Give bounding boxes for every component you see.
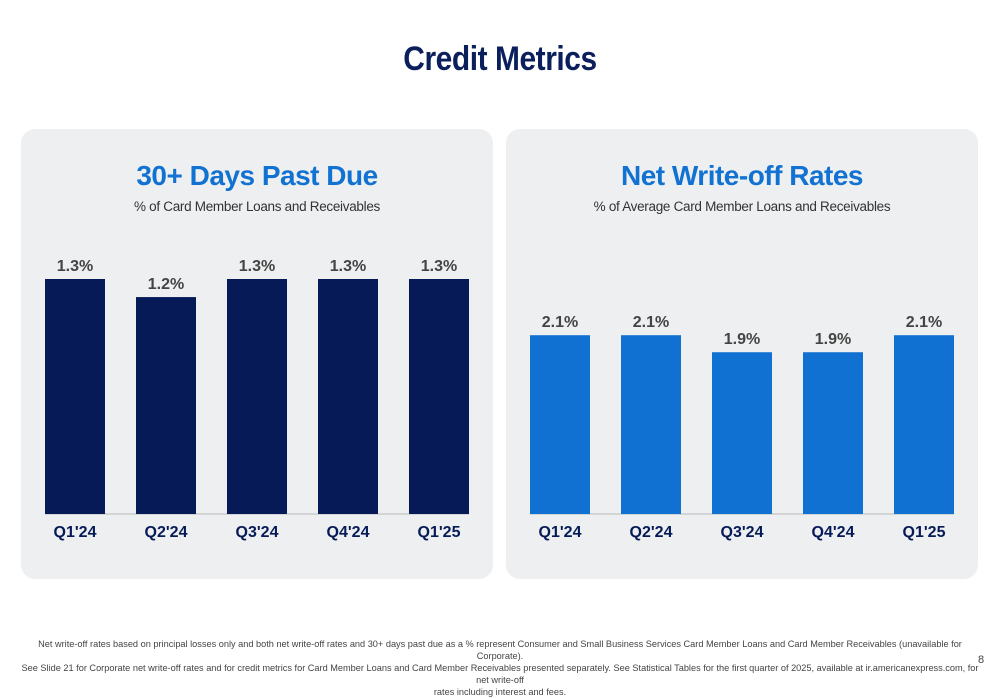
write-off-panel: Net Write-off Rates % of Average Card Me… xyxy=(506,129,978,579)
bar xyxy=(803,352,863,514)
data-label: 2.1% xyxy=(906,314,942,331)
past-due-chart: 1.3% Q1'24 1.2% Q2'24 1.3% Q3'24 1.3% Q4'24 1.3%… xyxy=(45,258,469,541)
bar xyxy=(409,279,469,514)
bar xyxy=(530,335,590,514)
x-tick-label: Q1'24 xyxy=(539,524,582,541)
panel-subtitle: % of Card Member Loans and Receivables xyxy=(134,199,380,214)
x-tick-label: Q4'24 xyxy=(327,524,370,541)
x-tick-label: Q2'24 xyxy=(630,524,673,541)
data-label: 1.3% xyxy=(330,258,366,275)
bar xyxy=(621,335,681,514)
bar xyxy=(45,279,105,514)
data-label: 1.3% xyxy=(57,258,93,275)
past-due-panel: 30+ Days Past Due % of Card Member Loans… xyxy=(21,129,493,579)
data-label: 2.1% xyxy=(633,314,669,331)
footnote-line: See Slide 21 for Corporate net write-off… xyxy=(21,663,979,685)
page-number: 8 xyxy=(978,654,985,666)
x-tick-label: Q1'25 xyxy=(418,524,461,541)
footnote: Net write-off rates based on principal l… xyxy=(20,638,980,698)
page-title: Credit Metrics xyxy=(403,40,597,78)
data-label: 1.3% xyxy=(239,258,275,275)
data-label: 1.3% xyxy=(421,258,457,275)
data-label: 1.9% xyxy=(724,331,760,348)
x-tick-label: Q4'24 xyxy=(812,524,855,541)
data-label: 2.1% xyxy=(542,314,578,331)
data-label: 1.2% xyxy=(148,276,184,293)
write-off-chart: 2.1% Q1'24 2.1% Q2'24 1.9% Q3'24 1.9% Q4'24 2.1%… xyxy=(530,314,954,541)
x-tick-label: Q1'24 xyxy=(54,524,97,541)
x-tick-label: Q3'24 xyxy=(236,524,279,541)
bar xyxy=(712,352,772,514)
bar xyxy=(318,279,378,514)
bar xyxy=(894,335,954,514)
x-tick-label: Q2'24 xyxy=(145,524,188,541)
footnote-line: rates including interest and fees. xyxy=(433,687,567,697)
bar xyxy=(136,297,196,514)
panel-title: 30+ Days Past Due xyxy=(136,160,378,191)
footnote-line: Net write-off rates based on principal l… xyxy=(38,639,962,661)
panel-subtitle: % of Average Card Member Loans and Recei… xyxy=(593,199,891,214)
x-tick-label: Q3'24 xyxy=(721,524,764,541)
panel-title: Net Write-off Rates xyxy=(620,160,864,191)
x-tick-label: Q1'25 xyxy=(903,524,946,541)
bar xyxy=(227,279,287,514)
data-label: 1.9% xyxy=(815,331,851,348)
